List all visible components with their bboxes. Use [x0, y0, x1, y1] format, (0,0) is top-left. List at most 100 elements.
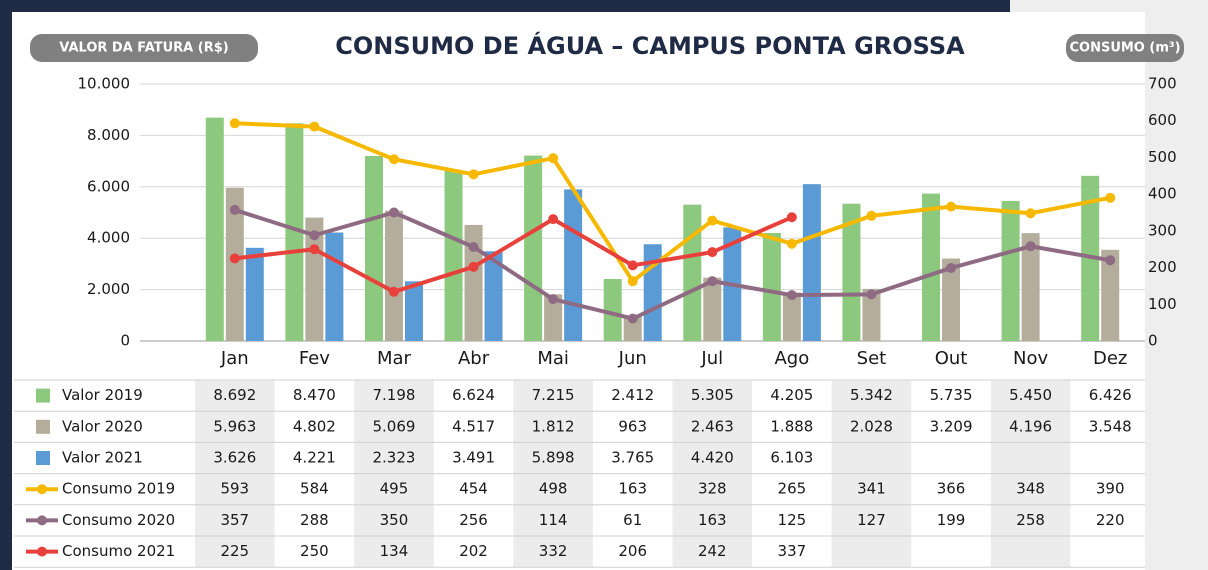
- y2-tick-label: 500: [1148, 148, 1177, 166]
- line-point: [707, 247, 718, 258]
- table-cell: 114: [539, 511, 568, 529]
- line-point: [229, 118, 240, 129]
- x-tick-label: Jan: [220, 348, 249, 369]
- legend-dot: [37, 484, 47, 495]
- table-cell: 5.735: [930, 386, 973, 404]
- bar: [762, 232, 781, 341]
- line-point: [388, 154, 399, 165]
- bar: [623, 316, 642, 341]
- line-point: [1025, 208, 1036, 219]
- table-cell: 2.323: [372, 449, 415, 467]
- table-cell: 366: [937, 480, 966, 498]
- y2-tick-label: 300: [1148, 221, 1177, 239]
- table-cell: 220: [1096, 511, 1125, 529]
- table-cell: 225: [220, 542, 249, 560]
- line-point: [707, 276, 718, 287]
- line-point: [866, 210, 877, 221]
- table-cell: 7.215: [532, 386, 575, 404]
- table-cell: 3.626: [213, 449, 256, 467]
- bar: [464, 224, 483, 341]
- table-cell: 495: [380, 480, 409, 498]
- bar: [802, 184, 821, 341]
- x-tick-label: Dez: [1093, 348, 1127, 369]
- table-cell: 2.028: [850, 417, 893, 435]
- table-cell: 2.463: [691, 417, 734, 435]
- table-cell: 5.963: [213, 417, 256, 435]
- line: [234, 215, 793, 294]
- table-cell: 337: [778, 542, 807, 560]
- y2-tick-label: 100: [1148, 295, 1177, 313]
- bar: [782, 292, 801, 341]
- table-cell: 6.426: [1089, 386, 1132, 404]
- line-point: [388, 207, 399, 218]
- x-tick-label: Out: [935, 348, 968, 369]
- table-cell: 1.812: [532, 417, 575, 435]
- legend-label: Consumo 2020: [62, 511, 175, 529]
- bar: [922, 193, 941, 341]
- table-cell: 593: [220, 480, 249, 498]
- line-point: [786, 290, 797, 301]
- table-cell: 3.491: [452, 449, 495, 467]
- bar: [364, 156, 383, 341]
- table-cell: 8.470: [293, 386, 336, 404]
- table-cell: 125: [778, 511, 807, 529]
- legend-label: Consumo 2021: [62, 542, 175, 560]
- bar: [205, 117, 224, 341]
- table-cell: 350: [380, 511, 409, 529]
- bar: [862, 288, 881, 341]
- table-cell: 7.198: [372, 386, 415, 404]
- bar: [245, 247, 264, 341]
- line-point: [627, 313, 638, 324]
- table-cell: 1.888: [770, 417, 813, 435]
- line-point: [309, 121, 320, 132]
- x-tick-label: Set: [857, 348, 887, 369]
- table-cell: 4.420: [691, 449, 734, 467]
- y-label-pill: [30, 34, 258, 62]
- table-cell: 199: [937, 511, 966, 529]
- table-cell: 4.205: [770, 386, 813, 404]
- table-cell: 328: [698, 480, 727, 498]
- table-cell: 348: [1016, 480, 1045, 498]
- x-tick-label: Jun: [618, 348, 647, 369]
- line-point: [548, 153, 559, 164]
- x-tick-label: Mar: [377, 348, 412, 369]
- bar: [484, 251, 503, 341]
- bar: [1101, 249, 1120, 341]
- table-cell: 258: [1016, 511, 1045, 529]
- table-cell: 5.069: [372, 417, 415, 435]
- table-cell: 202: [459, 542, 488, 560]
- line-point: [548, 214, 559, 225]
- table-cell: 163: [618, 480, 647, 498]
- x-tick-label: Abr: [458, 348, 490, 369]
- legend-swatch: [36, 419, 50, 434]
- line-point: [309, 230, 320, 241]
- line-point: [707, 215, 718, 226]
- table-cell: 963: [618, 417, 647, 435]
- line-point: [468, 261, 479, 272]
- table-cell: 5.305: [691, 386, 734, 404]
- line-point: [946, 262, 957, 273]
- table-cell: 357: [220, 511, 249, 529]
- line-point: [309, 244, 320, 255]
- table-cell: 8.692: [213, 386, 256, 404]
- bar: [1021, 233, 1040, 341]
- line-point: [627, 260, 638, 271]
- table-cell: 341: [857, 480, 886, 498]
- bar: [285, 123, 304, 341]
- table-cell: 288: [300, 511, 329, 529]
- bar: [325, 232, 344, 341]
- line-point: [627, 276, 638, 287]
- table-cell: 5.342: [850, 386, 893, 404]
- legend-dot: [37, 546, 47, 557]
- legend-swatch: [36, 451, 50, 465]
- line-point: [786, 212, 797, 223]
- table-cell: 4.802: [293, 417, 336, 435]
- bar: [384, 210, 403, 341]
- table-cell: 265: [778, 480, 807, 498]
- legend-swatch: [36, 388, 50, 403]
- chart-title: CONSUMO DE ÁGUA – CAMPUS PONTA GROSSA: [335, 31, 965, 60]
- y2-tick-label: 400: [1148, 185, 1177, 203]
- table-cell: 3.209: [930, 417, 973, 435]
- x-tick-label: Ago: [774, 348, 809, 369]
